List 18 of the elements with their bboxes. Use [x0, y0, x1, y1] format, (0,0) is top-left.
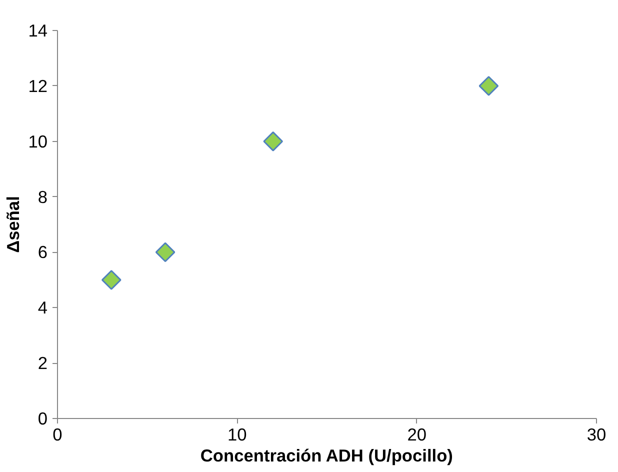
- point: [101, 270, 122, 290]
- y-tick-label: 10: [28, 131, 48, 152]
- x-axis-title: Concentración ADH (U/pocillo): [200, 446, 453, 466]
- y-tick-label: 12: [28, 76, 48, 96]
- x-tick-label: 0: [52, 424, 62, 444]
- x-tick-label: 10: [228, 424, 247, 444]
- y-tick-label: 4: [38, 298, 48, 318]
- x-tick-label: 20: [407, 424, 426, 444]
- y-tick-label: 14: [28, 20, 48, 40]
- y-axis-title: Δseñal: [3, 196, 24, 253]
- y-tick-label: 0: [38, 408, 48, 428]
- y-tick-label: 6: [38, 242, 48, 262]
- point: [478, 76, 499, 96]
- point: [155, 242, 176, 262]
- y-tick-label: 2: [38, 353, 48, 374]
- y-tick-label: 8: [38, 186, 48, 207]
- point: [263, 131, 284, 152]
- x-tick-label: 30: [586, 424, 606, 444]
